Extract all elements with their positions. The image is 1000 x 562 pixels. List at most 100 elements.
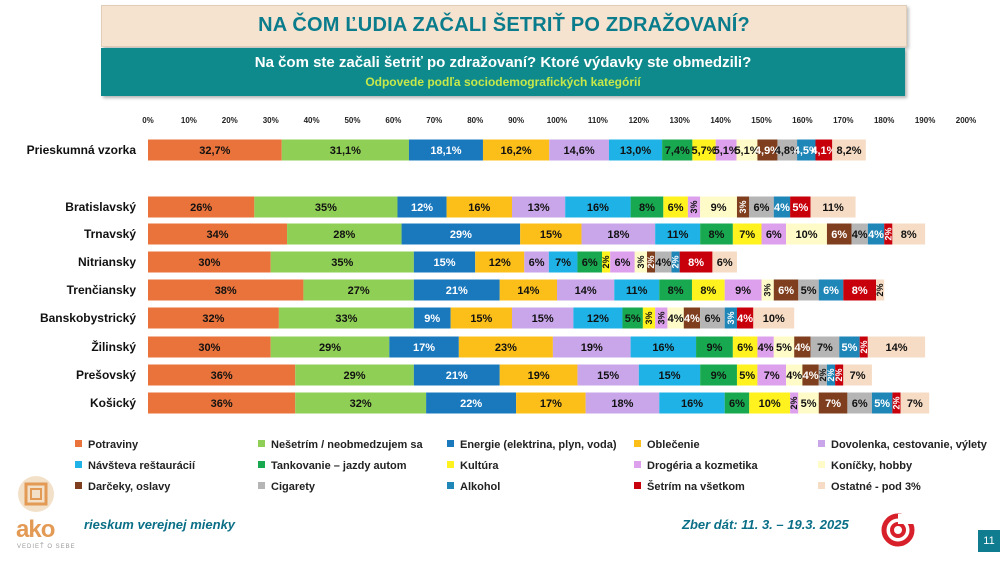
bar-data-label: 9% <box>707 342 723 354</box>
bar-segment <box>683 307 701 329</box>
bar-data-label: 3% <box>763 283 773 296</box>
bar-segment <box>548 251 578 273</box>
category-label: Žilinský <box>91 339 136 354</box>
bar-data-label: 11% <box>667 229 689 241</box>
bar-segment <box>397 196 447 218</box>
bar-segment <box>777 139 798 161</box>
bar-data-label: 16% <box>587 202 609 214</box>
x-tick-label: 80% <box>467 116 483 125</box>
bar-segment <box>270 251 414 273</box>
bar-segment <box>642 307 656 329</box>
x-tick-label: 160% <box>792 116 812 125</box>
category-label: Nitriansky <box>78 255 136 269</box>
bar-data-label: 14% <box>517 285 539 297</box>
bar-segment <box>577 364 639 386</box>
bar-segment <box>700 196 737 218</box>
bar-segment <box>798 279 819 301</box>
bar-data-label: 2% <box>601 255 611 268</box>
swirl-logo-icon <box>881 513 915 547</box>
x-tick-label: 20% <box>222 116 238 125</box>
bar-data-label: 29% <box>450 229 472 241</box>
bar-data-label: 32% <box>350 398 372 410</box>
legend-item: Nešetrím / neobmedzujem sa <box>258 439 423 451</box>
bar-data-label: 36% <box>211 398 233 410</box>
bar-data-label: 15% <box>597 370 619 382</box>
bar-data-label: 8% <box>700 285 716 297</box>
x-tick-label: 60% <box>385 116 401 125</box>
bar-segment <box>148 392 296 414</box>
bar-data-label: 4,8% <box>775 145 800 157</box>
bar-data-label: 28% <box>333 229 355 241</box>
bar-segment <box>601 251 611 273</box>
bar-segment <box>663 196 688 218</box>
bar-segment <box>549 139 609 161</box>
bar-segment <box>671 251 680 273</box>
bar-data-label: 2% <box>818 368 828 381</box>
bar-segment <box>732 223 762 245</box>
bar-segment <box>773 196 791 218</box>
x-tick-label: 130% <box>669 116 689 125</box>
x-tick-label: 90% <box>508 116 524 125</box>
bar-data-label: 2% <box>834 368 844 381</box>
bar-segment <box>736 364 758 386</box>
bar-segment <box>667 307 684 329</box>
legend-item: Kultúra <box>447 460 499 472</box>
bar-segment <box>691 279 725 301</box>
bar-data-label: 6% <box>737 342 753 354</box>
bar-segment <box>790 392 799 414</box>
bar-segment <box>148 307 279 329</box>
bar-segment <box>148 279 304 301</box>
bar-segment <box>712 251 737 273</box>
legend-label: Darčeky, oslavy <box>88 481 171 493</box>
bar-segment <box>700 364 737 386</box>
category-label: Bratislavský <box>65 200 136 214</box>
bar-segment <box>614 279 660 301</box>
category-label: Trenčiansky <box>67 283 137 297</box>
bar-segment <box>798 392 819 414</box>
bar-segment <box>295 364 414 386</box>
bar-segment <box>736 139 758 161</box>
bar-segment <box>565 196 631 218</box>
bar-segment <box>303 279 414 301</box>
legend-item: Tankovanie – jazdy autom <box>258 460 407 472</box>
bar-data-label: 30% <box>198 342 220 354</box>
bar-segment <box>757 336 774 358</box>
bar-data-label: 16% <box>681 398 703 410</box>
page-title: NA ČOM ĽUDIA ZAČALI ŠETRIŤ PO ZDRAŽOVANÍ… <box>258 14 750 36</box>
legend-swatch <box>447 482 454 489</box>
bar-segment <box>761 279 774 301</box>
bar-data-label: 7% <box>555 257 571 269</box>
bar-segment <box>413 364 500 386</box>
bar-data-label: 3% <box>738 200 748 213</box>
category-label: Trnavský <box>84 227 136 241</box>
bar-data-label: 32% <box>202 313 224 325</box>
bar-segment <box>408 139 483 161</box>
bar-data-label: 29% <box>344 370 366 382</box>
bar-data-label: 8% <box>901 229 917 241</box>
legend-item: Koníčky, hobby <box>818 460 912 472</box>
bar-segment <box>724 392 750 414</box>
legend-swatch <box>818 482 825 489</box>
bar-segment <box>867 223 885 245</box>
bar-segment <box>450 307 513 329</box>
bar-data-label: 4% <box>786 370 802 382</box>
legend-item: Darčeky, oslavy <box>75 481 170 493</box>
bar-data-label: 19% <box>581 342 603 354</box>
bar-segment <box>797 139 816 161</box>
legend-item: Drogéria a kozmetika <box>634 460 758 472</box>
x-tick-label: 200% <box>956 116 976 125</box>
bar-segment <box>794 336 811 358</box>
bar-data-label: 9% <box>711 370 727 382</box>
bar-data-label: 6% <box>823 285 839 297</box>
bar-segment <box>818 364 827 386</box>
bar-data-label: 5% <box>801 398 817 410</box>
legend-label: Energie (elektrina, plyn, voda) <box>460 439 617 451</box>
bar-data-label: 36% <box>211 370 233 382</box>
bar-segment <box>446 196 513 218</box>
bar-segment <box>700 307 725 329</box>
bar-data-label: 6% <box>852 398 868 410</box>
bar-data-label: 11% <box>822 202 844 214</box>
bar-data-label: 6% <box>717 257 733 269</box>
legend-item: Ostatné - pod 3% <box>818 481 921 493</box>
bar-data-label: 4% <box>684 313 700 325</box>
